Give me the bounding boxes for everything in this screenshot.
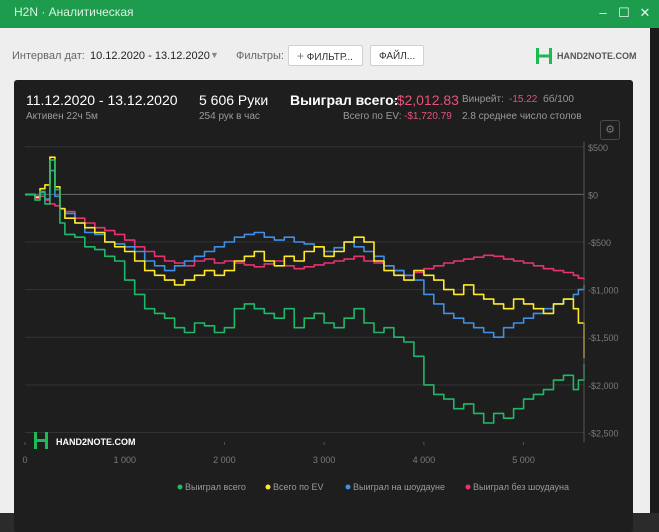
brand-logo: HAND2NOTE.COM [535,47,637,67]
legend-label[interactable]: Выиграл без шоудауна [473,482,569,492]
won-total-value: -$2,012.83 [392,92,459,108]
legend-label[interactable]: Выиграл всего [185,482,246,492]
y-tick-label: $0 [588,190,598,200]
watermark-logo-right [45,432,48,449]
filters-label: Фильтры: [236,50,284,62]
watermark-logo-bar [37,439,45,442]
ev-value: -$1,720.79 [404,111,452,122]
winrate-label: Винрейт: [462,94,504,105]
chevron-down-icon[interactable]: ▼ [210,50,219,60]
period-title: 11.12.2020 - 13.12.2020 [26,92,178,108]
profit-chart: $500 $0 -$500 -$1,000 -$1,500 -$2,000 -$2,500 0… [22,142,619,492]
chart-panel: 11.12.2020 - 13.12.2020 Активен 22ч 5м 5… [14,80,633,532]
series-line-4 [25,193,585,281]
maximize-icon[interactable]: ☐ [618,5,630,20]
won-total-label: Выиграл всего: [290,92,399,108]
x-tick-label: 3 000 [313,455,336,465]
x-tick-label: 4 000 [413,455,436,465]
x-tick-label: 1 000 [113,455,136,465]
y-tick-label: -$500 [588,238,611,248]
close-icon[interactable]: ✕ [639,5,651,20]
y-tick-label: -$1,000 [588,286,619,296]
legend-label[interactable]: Выиграл на шоудауне [353,482,445,492]
y-tick-label: $500 [588,143,608,153]
hands-per-hour: 254 рук в час [199,111,260,122]
hands-count: 5 606 Руки [199,92,269,108]
active-time: Активен 22ч 5м [26,111,98,122]
series-line-3 [25,169,585,338]
ev-label: Всего по EV: [343,111,402,122]
plus-icon: + [297,49,305,63]
x-tick-label: 5 000 [512,455,535,465]
winrate-unit: бб/100 [543,94,574,105]
hand2note-logo-icon [536,48,552,64]
winrate-value: -15.22 [509,94,538,105]
avg-tables: 2.8 среднее число столов [462,111,582,122]
filter-button[interactable]: + ФИЛЬТР... [288,45,363,66]
series-line-1 [25,159,585,424]
watermark-text: HAND2NOTE.COM [56,437,136,447]
window-title: H2N · Аналитическая [14,5,134,19]
x-tick-label: 0 [22,455,27,465]
legend-marker [465,484,471,490]
window-titlebar: H2N · Аналитическая – ☐ ✕ [0,0,659,28]
y-tick-label: -$1,500 [588,333,619,343]
brand-name: HAND2NOTE.COM [557,51,637,61]
legend-marker [177,484,183,490]
series-line-2 [25,156,585,359]
date-range-select[interactable]: 10.12.2020 - 13.12.2020 [90,50,210,62]
filter-toolbar: Интервал дат: 10.12.2020 - 13.12.2020 ▼ … [0,28,650,78]
legend-label[interactable]: Всего по EV [273,482,323,492]
y-tick-label: -$2,500 [588,428,619,438]
chart-watermark: HAND2NOTE.COM [34,432,136,449]
gear-icon[interactable]: ⚙ [600,120,620,140]
report-window: Интервал дат: 10.12.2020 - 13.12.2020 ▼ … [0,28,650,532]
filter-button-label: ФИЛЬТР... [306,52,353,63]
date-range-label: Интервал дат: [12,50,85,62]
y-tick-label: -$2,000 [588,381,619,391]
legend-marker [265,484,271,490]
file-button[interactable]: ФАЙЛ... [370,45,424,66]
background-strip [650,28,659,513]
watermark-logo-left [34,432,37,449]
x-tick-label: 2 000 [213,455,236,465]
minimize-icon[interactable]: – [599,5,607,20]
legend-marker [345,484,351,490]
